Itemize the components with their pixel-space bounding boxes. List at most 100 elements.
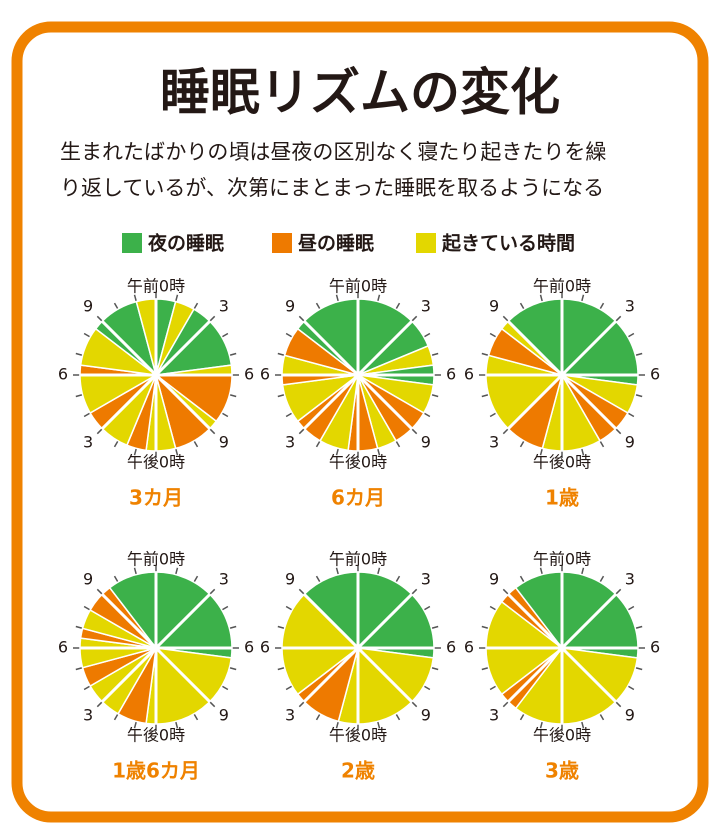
clock-label: 9 <box>421 705 431 724</box>
divider <box>356 373 413 430</box>
divider <box>560 373 617 430</box>
clock-label: 3 <box>489 705 499 724</box>
clock-label: 午後0時 <box>329 453 387 472</box>
clock-label: 午後0時 <box>127 453 185 472</box>
sleep-segment <box>541 373 602 452</box>
chart-title: 1歳6カ月 <box>112 759 200 783</box>
clock-label: 9 <box>219 432 229 451</box>
sleep-segment <box>357 571 435 659</box>
divider <box>356 320 413 377</box>
clock-label: 6 <box>446 638 456 657</box>
divider <box>101 373 158 430</box>
sleep-segment <box>561 298 639 386</box>
sleep-segment <box>154 308 233 376</box>
divider <box>101 646 158 703</box>
divider <box>154 373 211 430</box>
clock-chart: 午前0時 3 6 9 午後0時 3 6 9 6カ月 <box>260 277 456 510</box>
divider <box>154 593 211 650</box>
clock-label: 午前0時 <box>329 550 387 569</box>
clock-label: 3 <box>83 705 93 724</box>
clock-label: 3 <box>219 570 229 589</box>
clock-label: 3 <box>421 297 431 316</box>
clock-label: 6 <box>464 365 474 384</box>
title: 睡眠リズムの変化 <box>160 64 560 122</box>
clock-label: 6 <box>650 638 660 657</box>
clock-label: 6 <box>244 638 254 657</box>
clock-label: 9 <box>285 570 295 589</box>
clock-label: 午前0時 <box>329 277 387 296</box>
clock-label: 9 <box>83 570 93 589</box>
legend-label: 起きている時間 <box>441 233 575 255</box>
clock-label: 9 <box>489 297 499 316</box>
clock-label: 午後0時 <box>127 726 185 745</box>
chart-title: 6カ月 <box>331 486 385 510</box>
divider <box>303 593 360 650</box>
sleep-segment <box>296 298 359 377</box>
clock-label: 午前0時 <box>127 550 185 569</box>
clock-label: 6 <box>650 365 660 384</box>
clock-chart: 午前0時 3 6 9 午後0時 3 6 9 1歳6カ月 <box>58 550 254 783</box>
clock-label: 3 <box>421 570 431 589</box>
legend-label: 夜の睡眠 <box>147 232 224 255</box>
clock-label: 6 <box>446 365 456 384</box>
sleep-segment <box>561 571 639 659</box>
chart-title: 1歳 <box>545 486 579 510</box>
legend-label: 昼の睡眠 <box>298 233 374 255</box>
clock-label: 午後0時 <box>329 726 387 745</box>
sleep-segment <box>337 647 435 725</box>
divider <box>154 646 211 703</box>
description-line: 生まれたばかりの頃は昼夜の区別なく寝たり起きたりを繰 <box>60 140 606 164</box>
divider <box>560 593 617 650</box>
divider <box>303 373 360 430</box>
clock-label: 午後0時 <box>533 453 591 472</box>
divider <box>507 320 564 377</box>
clock-label: 3 <box>285 705 295 724</box>
divider <box>507 646 564 703</box>
legend-swatch <box>416 233 436 253</box>
clock-label: 6 <box>260 365 270 384</box>
clock-label: 3 <box>625 570 635 589</box>
clock-label: 3 <box>285 432 295 451</box>
sleep-segment <box>155 571 233 659</box>
divider <box>507 593 564 650</box>
clock-label: 9 <box>489 570 499 589</box>
clock-label: 3 <box>219 297 229 316</box>
clock-label: 9 <box>421 432 431 451</box>
clock-label: 3 <box>83 432 93 451</box>
charts: 午前0時369午後0時3693カ月午前0時369午後0時3696カ月午前0時36… <box>58 277 660 783</box>
chart-title: 2歳 <box>341 759 375 783</box>
clock-label: 午前0時 <box>533 550 591 569</box>
clock-chart: 午前0時 3 6 9 午後0時 3 6 9 3歳 <box>464 550 660 783</box>
divider <box>560 320 617 377</box>
divider <box>303 646 360 703</box>
legend-swatch <box>272 233 292 253</box>
clock-label: 3 <box>625 297 635 316</box>
clock-label: 午前0時 <box>533 277 591 296</box>
clock-chart: 午前0時 3 6 9 午後0時 3 6 9 1歳 <box>464 277 660 510</box>
sleep-segment <box>281 593 360 696</box>
clock-label: 6 <box>58 365 68 384</box>
divider <box>356 646 413 703</box>
divider <box>101 593 158 650</box>
clock-label: 9 <box>285 297 295 316</box>
chart-title: 3カ月 <box>129 486 183 510</box>
divider <box>303 320 360 377</box>
divider <box>101 320 158 377</box>
clock-label: 6 <box>244 365 254 384</box>
clock-label: 午後0時 <box>533 726 591 745</box>
divider <box>507 373 564 430</box>
clock-label: 9 <box>625 705 635 724</box>
clock-label: 6 <box>260 638 270 657</box>
clock-chart: 午前0時 3 6 9 午後0時 3 6 9 2歳 <box>260 550 456 783</box>
clock-chart: 午前0時 3 6 9 午後0時 3 6 9 3カ月 <box>58 277 254 510</box>
clock-label: 午前0時 <box>127 277 185 296</box>
chart-title: 3歳 <box>545 759 579 783</box>
divider <box>154 320 211 377</box>
clock-label: 6 <box>58 638 68 657</box>
clock-label: 9 <box>625 432 635 451</box>
legend: 夜の睡眠 昼の睡眠 起きている時間 <box>122 232 575 255</box>
description-line: り返しているが、次第にまとまった睡眠を取るようになる <box>60 176 604 200</box>
clock-label: 9 <box>219 705 229 724</box>
